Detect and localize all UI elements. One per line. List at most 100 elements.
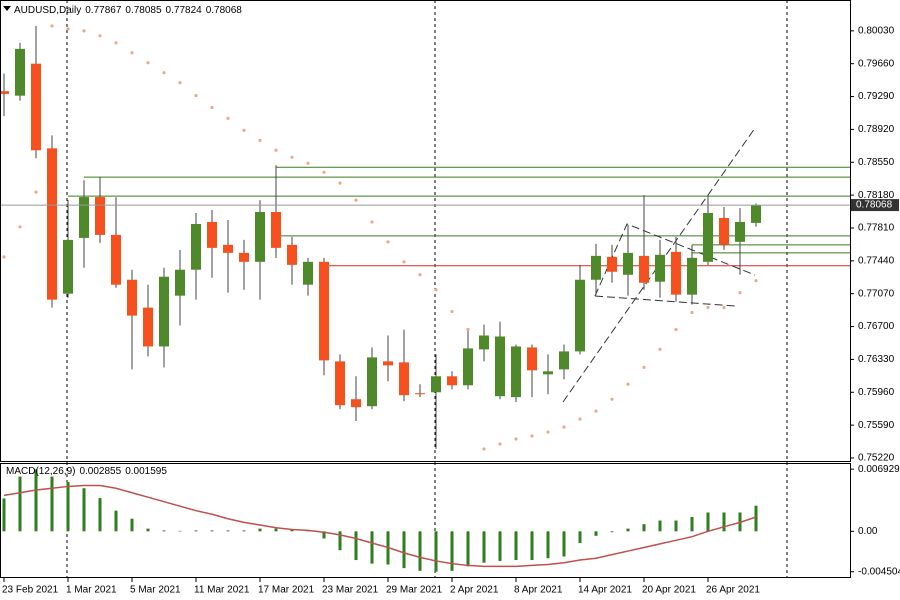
- candle-body: [607, 256, 617, 272]
- macd-histogram-value: 0.002855: [79, 466, 121, 477]
- sar-dot: [98, 34, 102, 38]
- plot-area: 0.80030 0.79660 0.79290 0.78920 0.78550 0.781…: [0, 24, 900, 596]
- sar-dot: [482, 447, 486, 451]
- candle-body: [319, 261, 329, 361]
- x-tick-label: 2 Apr 2021: [450, 585, 499, 596]
- y-tick-label: 0.79290: [858, 91, 895, 102]
- sar-dot: [690, 310, 694, 315]
- sar-dot: [322, 170, 326, 174]
- candle-body: [495, 336, 505, 397]
- candle-body: [751, 205, 761, 223]
- macd-bar: [114, 510, 118, 532]
- candle-body: [671, 251, 681, 295]
- candle-body: [31, 63, 41, 151]
- macd-bar: [418, 531, 422, 571]
- y-tick-label: 0.77440: [858, 255, 895, 266]
- sar-dot: [706, 305, 710, 310]
- candle-body: [303, 261, 313, 285]
- macd-bar: [50, 476, 54, 532]
- sar-dot: [354, 198, 358, 202]
- candle-body: [287, 244, 297, 265]
- macd-bar: [98, 498, 102, 532]
- sar-dot: [738, 291, 742, 295]
- macd-bar: [178, 530, 182, 532]
- sar-dot: [178, 81, 182, 85]
- macd-panel-border: [0, 463, 851, 578]
- sar-dot: [258, 138, 262, 142]
- macd-bar: [274, 528, 278, 532]
- candle-body: [223, 244, 233, 253]
- levels: [68, 166, 850, 267]
- sar-dot: [146, 61, 150, 65]
- sar-dot: [466, 327, 470, 332]
- sar-dot: [530, 434, 534, 438]
- sar-dot: [194, 93, 198, 98]
- macd-bar: [466, 531, 470, 567]
- candle-body: [623, 252, 633, 275]
- sar-dot: [450, 309, 454, 314]
- macd-bar: [482, 531, 486, 563]
- x-tick-label: 11 Mar 2021: [194, 585, 250, 596]
- sar-dot: [514, 437, 518, 441]
- x-tick-label: 29 Mar 2021: [386, 585, 443, 596]
- macd-bar: [434, 531, 438, 572]
- x-tick-label: 5 Mar 2021: [130, 585, 181, 596]
- header-close: 0.78068: [206, 5, 243, 16]
- macd-bar: [194, 530, 198, 532]
- x-tick-label: 17 Mar 2021: [258, 585, 315, 596]
- y-tick-label: 0.77070: [858, 288, 895, 299]
- macd-bar: [690, 516, 694, 532]
- sar-dot: [594, 409, 598, 413]
- sar-dot: [306, 161, 310, 165]
- candle-body: [559, 351, 569, 370]
- y-tick-label: 0.75590: [858, 420, 895, 431]
- candle-body: [543, 371, 553, 375]
- y2-tick-label: 0.00: [858, 526, 878, 537]
- macd-header: MACD(12,26,9) 0.002855 0.001595: [6, 466, 167, 477]
- macd-bar: [610, 531, 614, 533]
- sar-dot: [562, 425, 566, 429]
- sar-dot: [658, 347, 662, 351]
- collapse-icon[interactable]: [3, 6, 11, 11]
- sar-dot: [226, 116, 230, 120]
- main-panel-border: [0, 0, 851, 462]
- sar-dot: [386, 240, 390, 244]
- header-low: 0.77824: [166, 5, 203, 16]
- candle-body: [79, 197, 89, 238]
- candle-body: [591, 255, 601, 280]
- macd-bar: [258, 528, 262, 532]
- y-tick-label: 0.78180: [858, 190, 895, 201]
- candle-body: [639, 255, 649, 283]
- chart-title: AUDUSD,Daily: [14, 5, 81, 16]
- macd-bar: [210, 530, 214, 532]
- y-tick-label: 0.76330: [858, 354, 895, 365]
- macd-bar: [354, 531, 358, 561]
- header-high: 0.78085: [125, 5, 162, 16]
- candle-body: [431, 376, 441, 393]
- candle-body: [175, 269, 185, 296]
- sar-dot: [434, 288, 438, 292]
- candle-body: [255, 211, 265, 262]
- macd-bar: [322, 531, 326, 539]
- candle-body: [63, 239, 73, 294]
- x-tick-label: 23 Mar 2021: [322, 585, 379, 596]
- candle-body: [367, 357, 377, 407]
- macd-bar: [754, 505, 758, 532]
- sar-dot: [370, 220, 374, 224]
- sar-dot: [242, 128, 246, 132]
- candle-body: [191, 223, 201, 270]
- candle-body: [271, 211, 281, 248]
- macd-bar: [642, 524, 646, 532]
- sar-dot: [338, 181, 342, 185]
- y-tick-label: 0.75220: [858, 453, 895, 464]
- sar-dot: [50, 24, 54, 28]
- x-tick-label: 26 Apr 2021: [706, 585, 760, 596]
- sar-dot: [114, 41, 118, 45]
- macd-bar: [18, 476, 22, 532]
- candle-body: [111, 234, 121, 285]
- candle-body: [463, 348, 473, 386]
- macd-bar: [498, 531, 502, 561]
- y2-tick-label: -0.004504: [858, 566, 900, 577]
- macd-signal-value: 0.001595: [125, 466, 167, 477]
